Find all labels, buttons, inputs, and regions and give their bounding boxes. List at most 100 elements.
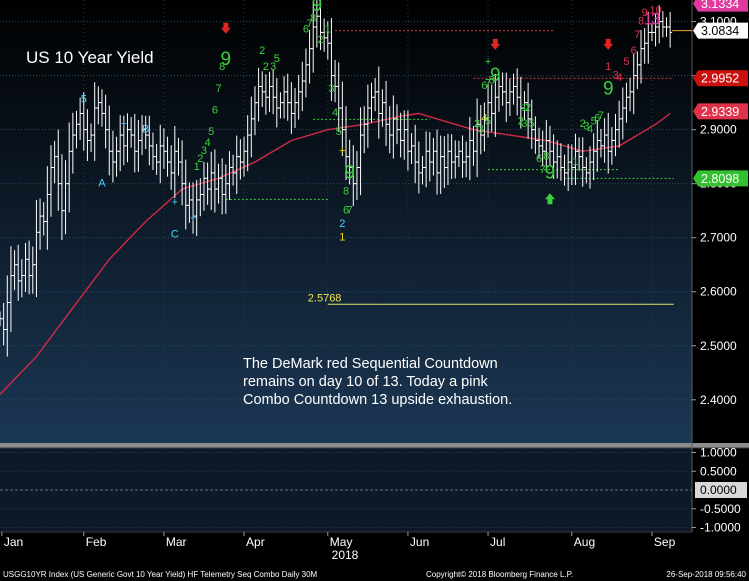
demark-label: 2 [474, 118, 480, 130]
x-tick-label: Aug [574, 535, 595, 549]
demark-label: 4 [587, 123, 593, 135]
demark-label: C [171, 229, 179, 241]
panel-divider [0, 443, 749, 448]
x-tick-label: Jul [490, 535, 505, 549]
demark-label: 2 [317, 34, 323, 46]
annotation-line-2: remains on day 10 of 13. Today a pink [243, 374, 489, 390]
x-tick-label: Mar [166, 535, 187, 549]
price-labels: 3.1334 3.0834 2.9952 2.9339 2.8098 [693, 0, 748, 187]
main-panel-background [0, 0, 692, 443]
demark-label: + [190, 213, 196, 225]
price-label-text: 2.8098 [701, 172, 739, 186]
demark-label: 7 [540, 164, 546, 176]
demark-count-labels: 5+BA++C98765432123526789112345+986721234… [81, 0, 662, 243]
demark-label: 1 [325, 23, 331, 35]
x-axis-labels: Jan Feb Mar Apr May Jun Jul Aug Sep [1, 532, 676, 549]
lower-y-axis: 1.0000 0.5000 -0.5000 -1.0000 0.0000 [692, 446, 747, 535]
demark-label: 9 [490, 65, 501, 86]
lower-panel-gridlines [0, 452, 692, 528]
demark-label: 3 [612, 69, 618, 81]
demark-label: + [121, 118, 127, 130]
demark-label: 2 [525, 102, 531, 114]
demark-label: 3 [328, 83, 334, 95]
price-label-box [693, 103, 748, 120]
x-tick-label: Jan [4, 535, 23, 549]
demark-label: 5 [623, 56, 629, 68]
demark-label: 3 [201, 145, 207, 157]
demark-label: 6 [303, 23, 309, 35]
demark-label: 5 [591, 115, 597, 127]
demark-label: 5 [81, 94, 87, 106]
y-tick-label: 2.7000 [700, 231, 737, 245]
lower-y-tick-label: -1.0000 [700, 521, 741, 535]
x-tick-label: May [330, 535, 353, 549]
demark-label: + [485, 56, 491, 68]
lower-y-tick-label: -0.5000 [700, 502, 741, 516]
demark-label: 7 [215, 83, 221, 95]
footer-left: USGG10YR Index (US Generic Govt 10 Year … [3, 570, 318, 579]
demark-label: 10 [649, 5, 661, 17]
demark-label: 7 [634, 29, 640, 41]
demark-label: 1 [572, 156, 578, 168]
demark-label: 2 [518, 115, 524, 127]
y-tick-label: 2.4000 [700, 393, 737, 407]
demark-label: 3 [270, 61, 276, 73]
demark-label: 8 [219, 61, 225, 73]
y-tick-label: 2.9000 [700, 123, 737, 137]
price-label-text: 3.0834 [701, 24, 739, 38]
x-tick-label: Feb [86, 535, 107, 549]
support-level-label: 2.5768 [308, 292, 342, 304]
year-label: 2018 [332, 548, 359, 562]
demark-label: 2 [197, 153, 203, 165]
demark-label: 8 [343, 185, 349, 197]
demark-label: 3 [521, 118, 527, 130]
demark-label: 1 [310, 0, 316, 3]
demark-label: 2 [580, 118, 586, 130]
demark-label: 7 [485, 77, 491, 89]
price-label: 2.8098 [693, 170, 748, 187]
demark-label: 9 [312, 0, 323, 16]
demark-arrows [220, 22, 614, 205]
price-label: 2.9952 [693, 70, 748, 87]
price-label-box [693, 70, 748, 87]
demark-label: 9 [344, 162, 355, 183]
demark-label: 4 [481, 113, 487, 125]
demark-label: 9 [221, 49, 232, 70]
x-tick-label: Apr [246, 535, 265, 549]
demark-label: 6 [536, 153, 542, 165]
demark-label: 6 [481, 80, 487, 92]
demark-label: 5 [529, 118, 535, 130]
demark-label: 1 [644, 9, 653, 28]
y-tick-label: 2.5000 [700, 339, 737, 353]
price-label-text: 2.9339 [701, 105, 739, 119]
demark-label: 2 [339, 218, 345, 230]
demark-label: + [172, 196, 178, 208]
x-tick-label: Jun [410, 535, 429, 549]
demark-label: 6 [631, 45, 637, 57]
demark-label: 5 [336, 126, 342, 138]
footer-right: 26-Sep-2018 09:56:40 [666, 570, 746, 579]
demark-label: 5 [274, 53, 280, 65]
price-label-box [693, 22, 748, 39]
down-arrow-icon [490, 38, 501, 50]
lower-zero-label: 0.0000 [700, 483, 737, 497]
demark-label: 8 [638, 15, 644, 27]
demark-label: 6 [212, 104, 218, 116]
lower-zero-label-box [695, 482, 747, 498]
demark-label: 7 [307, 18, 313, 30]
price-label-box [693, 170, 748, 187]
demark-label: 2 [259, 45, 265, 57]
footer-center: Copyright© 2018 Bloomberg Finance L.P. [426, 570, 573, 579]
price-label: 2.9339 [693, 103, 748, 120]
price-label: 3.1334 [693, 0, 748, 12]
demark-label: 7 [598, 110, 604, 122]
demark-label: 8 [489, 75, 495, 87]
price-label: 3.0834 [693, 22, 748, 39]
price-label-box [693, 0, 748, 12]
demark-label: B [142, 123, 149, 135]
up-arrow-icon [544, 193, 555, 205]
demark-label: 4 [616, 72, 622, 84]
demark-label: 8 [543, 150, 549, 162]
demark-label: 4 [205, 137, 211, 149]
